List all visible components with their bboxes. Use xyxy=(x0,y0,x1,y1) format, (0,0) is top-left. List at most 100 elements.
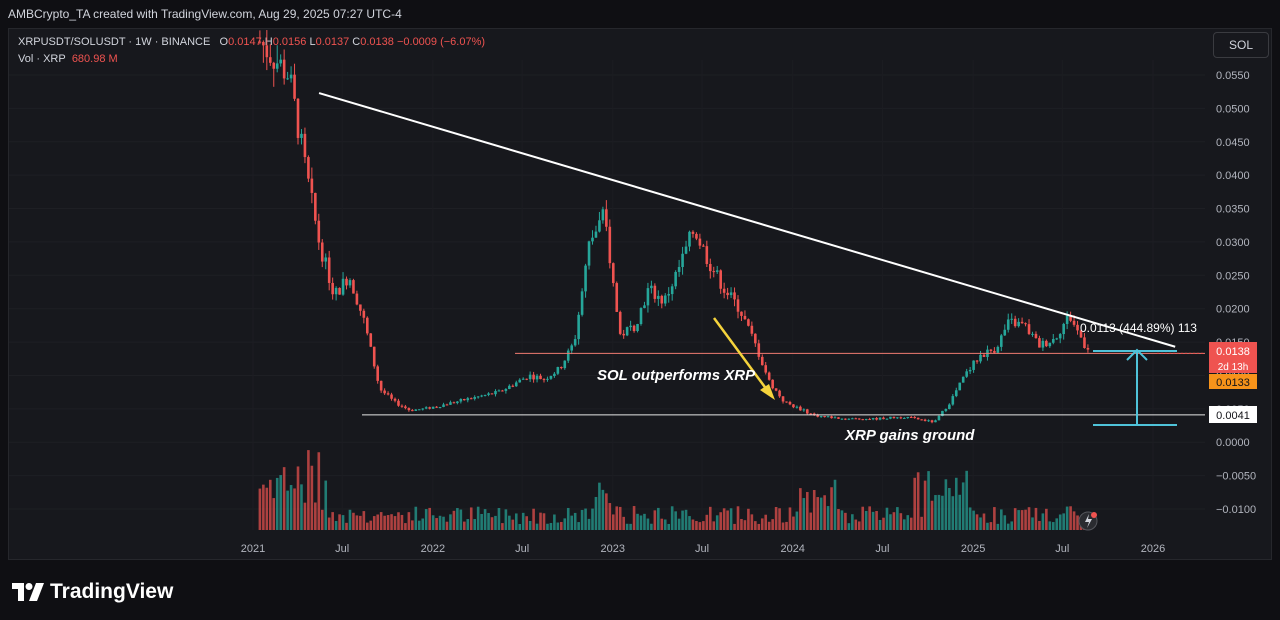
candle-body xyxy=(937,415,941,421)
candle-body xyxy=(1076,324,1079,331)
volume-bar xyxy=(369,520,373,530)
candle-body xyxy=(1027,324,1031,334)
x-axis: 2021 Jul 2022 Jul 2023 Jul 2024 Jul 2025 Jul 2026 xyxy=(241,543,1165,555)
candle-body xyxy=(560,367,563,369)
price-chart[interactable]: SOL outperforms XRP XRP gains ground 0.0… xyxy=(0,0,1280,560)
volume-bar xyxy=(293,488,296,530)
volume-bar xyxy=(695,520,698,530)
volume-bar xyxy=(400,514,404,530)
legend-symbol: XRPUSDT/SOLUSDT · 1W · BINANCE xyxy=(18,36,211,48)
candle-body xyxy=(535,375,539,380)
volume-bar xyxy=(577,522,580,530)
candle-body xyxy=(546,378,549,380)
volume-bar xyxy=(809,512,813,530)
volume-bar xyxy=(622,516,625,530)
volume-bar xyxy=(663,519,667,530)
candle-body xyxy=(355,293,359,305)
volume-bar xyxy=(823,495,826,530)
x-tick-label: Jul xyxy=(1055,543,1069,555)
candle-body xyxy=(293,74,296,99)
volume-bar xyxy=(463,521,466,530)
volume-bar xyxy=(840,510,844,530)
candle-body xyxy=(386,393,390,395)
volume-bar xyxy=(698,522,702,530)
y-tick-label: 0.0450 xyxy=(1216,137,1250,149)
candle-body xyxy=(819,416,823,418)
candle-body xyxy=(941,410,944,416)
volume-bar xyxy=(334,520,338,530)
candle-body xyxy=(677,267,681,272)
volume-bar xyxy=(757,523,761,530)
volume-bar xyxy=(258,488,262,530)
volume-bar xyxy=(1045,508,1048,530)
chart-frame[interactable] xyxy=(8,28,1272,560)
volume-bar xyxy=(397,512,400,530)
trendline[interactable] xyxy=(318,92,1176,348)
volume-bar xyxy=(805,492,809,530)
volume-bar xyxy=(352,512,355,530)
lightning-icon xyxy=(1085,514,1092,528)
candle-body xyxy=(525,378,528,380)
candle-body xyxy=(258,41,262,43)
volume-bar xyxy=(417,520,421,530)
volume-bar xyxy=(459,509,463,530)
candle-body xyxy=(975,360,979,362)
volume-bar xyxy=(431,515,435,530)
compare-symbol-button[interactable]: SOL xyxy=(1213,32,1269,58)
volume-bar xyxy=(934,495,937,530)
volume-bar xyxy=(937,494,941,530)
volume-bar xyxy=(324,480,328,530)
volume-bar xyxy=(660,518,664,530)
candle-body xyxy=(1048,342,1052,347)
volume-bar xyxy=(927,471,930,530)
volume-bar xyxy=(1006,523,1010,530)
candle-body xyxy=(861,419,865,421)
legend-l-label: L xyxy=(309,36,316,48)
candle-body xyxy=(948,404,951,410)
legend-c-value: 0.0138 xyxy=(360,36,394,48)
volume-bar xyxy=(851,514,854,530)
candle-body xyxy=(359,304,362,311)
candle-body xyxy=(913,417,916,419)
volume-bar xyxy=(480,513,483,530)
candle-body xyxy=(840,418,844,420)
tradingview-logo[interactable]: TradingView xyxy=(12,580,173,604)
candle-body xyxy=(740,311,743,316)
volume-bar xyxy=(542,513,546,530)
candle-body xyxy=(1006,319,1010,330)
candle-body xyxy=(435,406,438,408)
candle-body xyxy=(1020,321,1024,324)
volume-bar xyxy=(975,514,979,530)
volume-bar xyxy=(923,480,927,530)
volume-bar xyxy=(830,487,833,530)
candle-body xyxy=(750,325,754,334)
volume-bar xyxy=(889,514,892,530)
measure-tool[interactable] xyxy=(1093,348,1177,426)
candle-body xyxy=(968,369,972,372)
yellow-arrow xyxy=(712,317,775,400)
volume-bar xyxy=(944,479,948,530)
candle-body xyxy=(715,270,719,272)
volume-bar xyxy=(767,521,771,530)
volume-bar xyxy=(837,509,840,530)
vol-label: Vol · XRP xyxy=(18,53,66,65)
candle-body xyxy=(428,407,431,409)
candle-body xyxy=(424,407,428,409)
x-tick-label: Jul xyxy=(695,543,709,555)
other-price-tag xyxy=(1209,374,1257,389)
candle-body xyxy=(979,354,982,362)
volume-bar xyxy=(847,523,851,530)
volume-bar xyxy=(584,508,587,530)
volume-bar xyxy=(785,521,788,530)
x-tick-label: Jul xyxy=(515,543,529,555)
candle-body xyxy=(1010,318,1014,320)
candle-body xyxy=(366,317,369,334)
candle-body xyxy=(636,323,639,332)
volume-bar xyxy=(286,490,289,530)
candle-body xyxy=(598,220,601,232)
candle-body xyxy=(660,295,664,304)
volume-bar xyxy=(819,497,823,530)
legend-l-value: 0.0137 xyxy=(315,36,350,48)
candle-body xyxy=(757,343,761,357)
candle-body xyxy=(501,390,504,392)
